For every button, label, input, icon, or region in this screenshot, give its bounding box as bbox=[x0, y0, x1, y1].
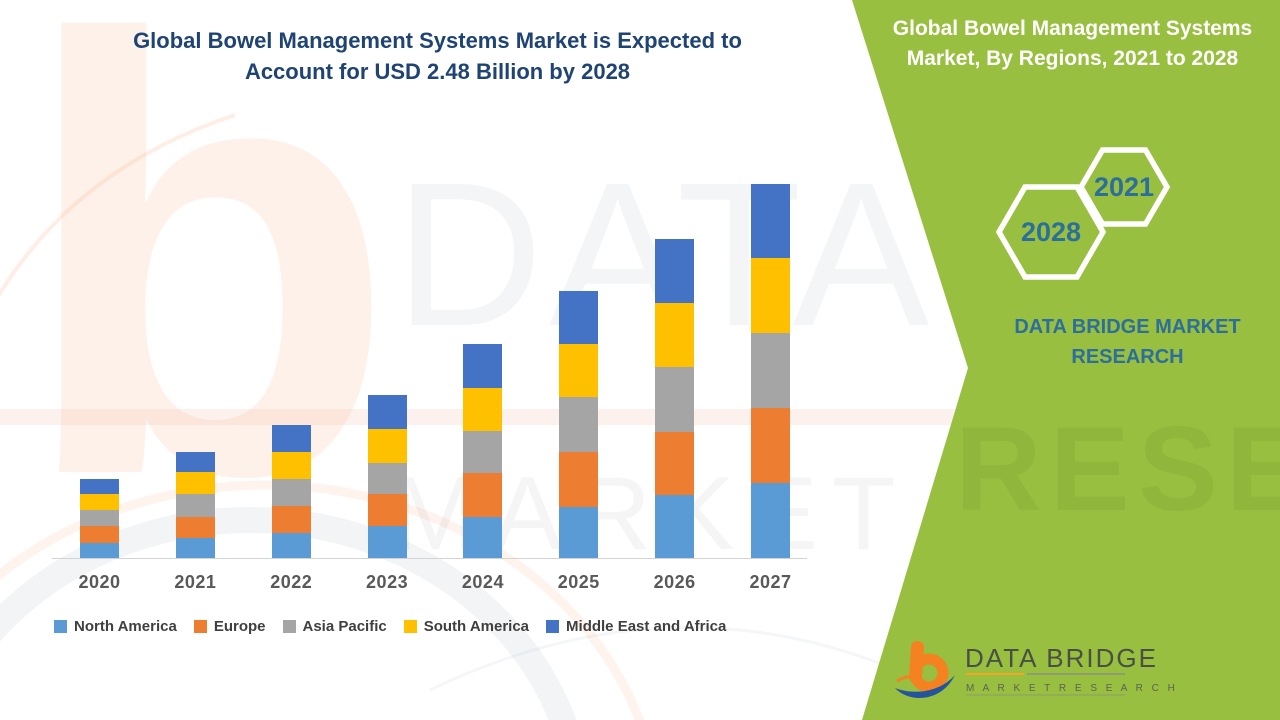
legend-swatch-icon bbox=[546, 620, 560, 633]
x-axis-label-2026: 2026 bbox=[653, 572, 696, 592]
legend-swatch-icon bbox=[193, 620, 207, 633]
legend-item-europe: Europe bbox=[193, 618, 266, 635]
logo-tagline-text: M A R K E T R E S E A R C H bbox=[966, 683, 1178, 694]
bar-segment-2023-south-america bbox=[367, 429, 407, 463]
bar-2023 bbox=[367, 395, 407, 558]
bar-segment-2025-middle-east-and-africa bbox=[559, 291, 599, 344]
legend-label: Europe bbox=[213, 618, 266, 635]
x-axis-line bbox=[52, 558, 807, 559]
bar-segment-2026-middle-east-and-africa bbox=[655, 239, 695, 303]
bar-segment-2022-middle-east-and-africa bbox=[271, 425, 311, 452]
brand-name-line2: RESEARCH bbox=[1071, 346, 1184, 368]
logo-b-bowl bbox=[909, 653, 949, 693]
bar-segment-2026-europe bbox=[655, 432, 695, 495]
legend-swatch-icon bbox=[54, 620, 67, 633]
logo-brand-text: DATA BRIDGE bbox=[965, 643, 1158, 673]
bar-2026 bbox=[655, 239, 695, 558]
bar-segment-2027-south-america bbox=[751, 258, 791, 333]
bar-segment-2026-north-america bbox=[655, 495, 695, 558]
bar-2027 bbox=[751, 184, 791, 558]
legend-swatch-icon bbox=[403, 620, 417, 633]
bar-segment-2022-asia-pacific bbox=[271, 479, 311, 506]
bar-2025 bbox=[559, 291, 599, 558]
legend-item-south-america: South America bbox=[403, 618, 530, 635]
badge-2028-label: 2028 bbox=[1021, 217, 1081, 247]
bar-segment-2020-asia-pacific bbox=[80, 510, 119, 526]
bar-2024 bbox=[463, 344, 503, 558]
x-axis-label-2021: 2021 bbox=[174, 572, 217, 592]
bar-segment-2023-asia-pacific bbox=[367, 463, 407, 494]
panel-watermark-text: RESEARCH bbox=[955, 402, 1280, 536]
bar-segment-2021-south-america bbox=[175, 472, 215, 494]
bar-2022 bbox=[271, 425, 311, 558]
chart-title-line2: Account for USD 2.48 Billion by 2028 bbox=[244, 58, 631, 84]
legend-item-asia-pacific: Asia Pacific bbox=[282, 618, 387, 635]
bar-2020 bbox=[80, 479, 119, 558]
bar-segment-2021-europe bbox=[175, 517, 215, 538]
legend-label: North America bbox=[74, 618, 177, 635]
bar-segment-2025-europe bbox=[559, 452, 599, 507]
bar-segment-2024-asia-pacific bbox=[463, 431, 503, 473]
bar-segment-2024-north-america bbox=[463, 517, 503, 558]
bar-segment-2027-europe bbox=[751, 408, 791, 483]
hexagon-2028-icon bbox=[995, 184, 1107, 280]
panel-title: Global Bowel Management Systems Market, … bbox=[892, 17, 1253, 71]
bar-segment-2021-asia-pacific bbox=[175, 494, 215, 517]
bar-segment-2027-north-america bbox=[751, 483, 791, 558]
chart-title-line1: Global Bowel Management Systems Market i… bbox=[133, 28, 742, 53]
chart-title: Global Bowel Management Systems Market i… bbox=[85, 26, 790, 88]
legend-item-north-america: North America bbox=[54, 618, 177, 635]
bar-segment-2022-europe bbox=[271, 506, 311, 533]
x-axis-label-2020: 2020 bbox=[78, 572, 121, 592]
logo-swoosh-accent bbox=[896, 675, 918, 683]
hexagon-2021-icon bbox=[1077, 147, 1171, 227]
chart-legend: North America Europe Asia Pacific South Ame… bbox=[54, 618, 726, 635]
bar-segment-2020-south-america bbox=[80, 494, 119, 510]
bar-segment-2021-north-america bbox=[175, 538, 215, 558]
bar-segment-2024-south-america bbox=[463, 388, 503, 431]
bar-segment-2022-north-america bbox=[271, 533, 311, 558]
x-axis-label-2022: 2022 bbox=[270, 572, 313, 592]
bar-segment-2026-asia-pacific bbox=[655, 367, 695, 432]
bar-segment-2025-south-america bbox=[559, 344, 599, 397]
legend-label: Asia Pacific bbox=[302, 618, 387, 635]
bar-segment-2020-middle-east-and-africa bbox=[80, 479, 119, 494]
bar-segment-2024-middle-east-and-africa bbox=[463, 344, 503, 388]
bar-segment-2026-south-america bbox=[655, 303, 695, 367]
badge-2021-label: 2021 bbox=[1094, 172, 1154, 202]
year-badges: 2028 2021 bbox=[995, 147, 1171, 280]
bar-segment-2023-europe bbox=[367, 494, 407, 526]
legend-label: South America bbox=[423, 618, 530, 635]
bar-segment-2024-europe bbox=[463, 473, 503, 517]
bar-2021 bbox=[175, 452, 215, 558]
brand-name-text: DATA BRIDGE MARKET RESEARCH bbox=[1000, 312, 1255, 372]
brand-name-line1: DATA BRIDGE MARKET bbox=[1014, 316, 1241, 338]
legend-item-middle-east-and-africa: Middle East and Africa bbox=[546, 618, 726, 635]
logo-swoosh-icon bbox=[895, 675, 955, 698]
bar-segment-2023-north-america bbox=[367, 526, 407, 558]
bar-segment-2025-north-america bbox=[559, 507, 599, 558]
bar-segment-2022-south-america bbox=[271, 452, 311, 479]
bar-segment-2021-middle-east-and-africa bbox=[175, 452, 215, 472]
bar-segment-2020-europe bbox=[80, 526, 119, 543]
x-axis-label-2024: 2024 bbox=[461, 572, 504, 592]
bar-segment-2020-north-america bbox=[80, 543, 119, 558]
bar-segment-2027-middle-east-and-africa bbox=[751, 184, 791, 258]
bar-segment-2027-asia-pacific bbox=[751, 333, 791, 408]
legend-label: Middle East and Africa bbox=[566, 618, 727, 635]
data-bridge-logo: DATA BRIDGE M A R K E T R E S E A R C H bbox=[895, 641, 1178, 698]
x-axis-label-2025: 2025 bbox=[557, 572, 600, 592]
x-axis-label-2027: 2027 bbox=[749, 572, 792, 592]
bar-segment-2025-asia-pacific bbox=[559, 397, 599, 452]
legend-swatch-icon bbox=[282, 620, 296, 633]
bar-segment-2023-middle-east-and-africa bbox=[367, 395, 407, 429]
x-axis-label-2023: 2023 bbox=[366, 572, 409, 592]
